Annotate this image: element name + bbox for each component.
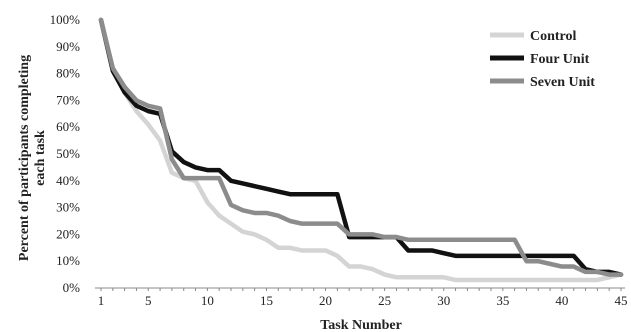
y-tick-label: 100% [50, 12, 81, 27]
x-tick-label: 1 [98, 293, 105, 308]
series-line-four-unit [98, 17, 624, 277]
y-tick-label: 20% [56, 226, 80, 241]
x-tick-label: 15 [260, 293, 273, 308]
y-axis-title-text: Percent of participants completingeach t… [17, 55, 48, 261]
x-tick-label: 10 [201, 293, 214, 308]
x-axis-ticks: 1 5 10 15 20 25 30 35 40 45 [98, 288, 628, 308]
series-line-seven-unit [98, 17, 624, 277]
y-axis-ticks: 0% 10% 20% 30% 40% 50% 60% 70% 80% 90% 100% [50, 12, 81, 295]
y-tick-label: 60% [56, 119, 80, 134]
y-tick-label: 10% [56, 253, 80, 268]
y-tick-label: 0% [63, 280, 81, 295]
y-tick-label: 90% [56, 39, 80, 54]
legend: Control Four Unit Seven Unit [490, 29, 595, 90]
y-tick-label: 70% [56, 92, 80, 107]
y-tick-label: 30% [56, 200, 80, 215]
series-lines [98, 17, 624, 283]
legend-label: Seven Unit [530, 75, 595, 90]
legend-label: Four Unit [530, 52, 590, 67]
x-tick-label: 40 [555, 293, 568, 308]
legend-label: Control [530, 29, 577, 44]
x-axis-title: Task Number [320, 318, 402, 332]
y-axis-title: Percent of participants completingeach t… [17, 55, 48, 261]
y-axis-title-line: Percent of participants completing [17, 55, 32, 261]
x-tick-label: 20 [319, 293, 332, 308]
x-tick-label: 45 [615, 293, 628, 308]
x-tick-label: 30 [437, 293, 450, 308]
y-tick-label: 50% [56, 146, 80, 161]
x-tick-label: 5 [145, 293, 152, 308]
x-tick-label: 25 [378, 293, 391, 308]
y-tick-label: 80% [56, 66, 80, 81]
x-tick-label: 35 [496, 293, 509, 308]
y-axis-title-line: each task [33, 130, 48, 186]
y-tick-label: 40% [56, 173, 80, 188]
